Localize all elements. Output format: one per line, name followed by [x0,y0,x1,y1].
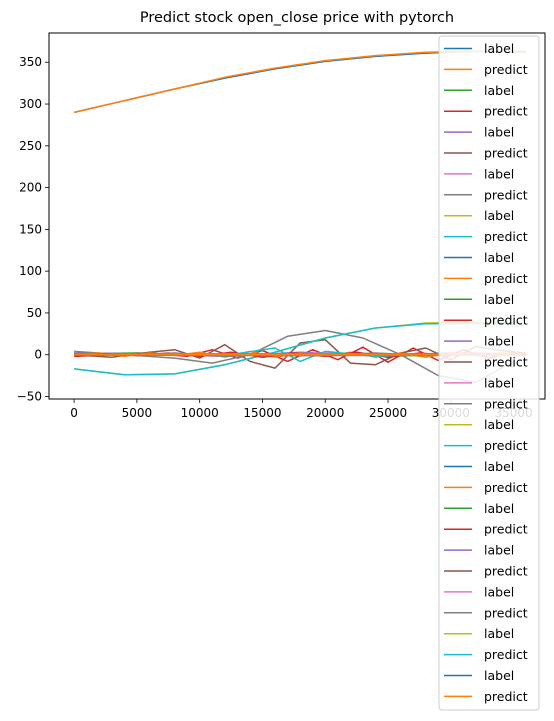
legend-label: label [484,250,514,265]
y-tick-label: −50 [17,389,42,403]
y-axis-ticks: −50 0 50 100 150 200 250 300 350 [17,55,49,403]
legend: label predict label predict label predict labe… [438,35,540,711]
y-tick-label: 100 [19,264,42,278]
legend-label: predict [484,313,528,328]
legend-label: predict [484,146,528,161]
legend-label: label [484,501,514,516]
y-tick-label: 350 [19,55,42,69]
legend-label: label [484,375,514,390]
x-tick-label: 5000 [122,406,153,420]
chart-title: Predict stock open_close price with pyto… [140,10,454,26]
legend-label: predict [484,104,528,119]
y-tick-label: 50 [27,306,42,320]
y-tick-label: 300 [19,97,42,111]
legend-label: predict [484,689,528,704]
legend-label: label [484,543,514,558]
legend-label: predict [484,187,528,202]
y-tick-label: 200 [19,181,42,195]
legend-label: predict [484,355,528,370]
legend-label: label [484,584,514,599]
x-tick-label: 0 [70,406,78,420]
legend-label: predict [484,229,528,244]
legend-label: label [484,166,514,181]
legend-box [438,35,540,711]
y-tick-label: 150 [19,222,42,236]
legend-label: label [484,292,514,307]
legend-label: label [484,83,514,98]
legend-label: predict [484,271,528,286]
legend-label: predict [484,438,528,453]
legend-label: predict [484,605,528,620]
legend-label: predict [484,62,528,77]
legend-label: label [484,334,514,349]
x-tick-label: 10000 [181,406,219,420]
legend-label: label [484,668,514,683]
legend-label: label [484,626,514,641]
legend-label: predict [484,396,528,411]
legend-label: label [484,41,514,56]
legend-label: label [484,417,514,432]
y-tick-label: 250 [19,139,42,153]
legend-label: predict [484,522,528,537]
legend-label: predict [484,647,528,662]
legend-label: predict [484,564,528,579]
y-tick-label: 0 [34,348,42,362]
legend-label: label [484,125,514,140]
x-tick-label: 20000 [306,406,344,420]
x-tick-label: 15000 [243,406,281,420]
legend-label: label [484,459,514,474]
legend-label: predict [484,480,528,495]
legend-label: label [484,208,514,223]
x-tick-label: 25000 [369,406,407,420]
